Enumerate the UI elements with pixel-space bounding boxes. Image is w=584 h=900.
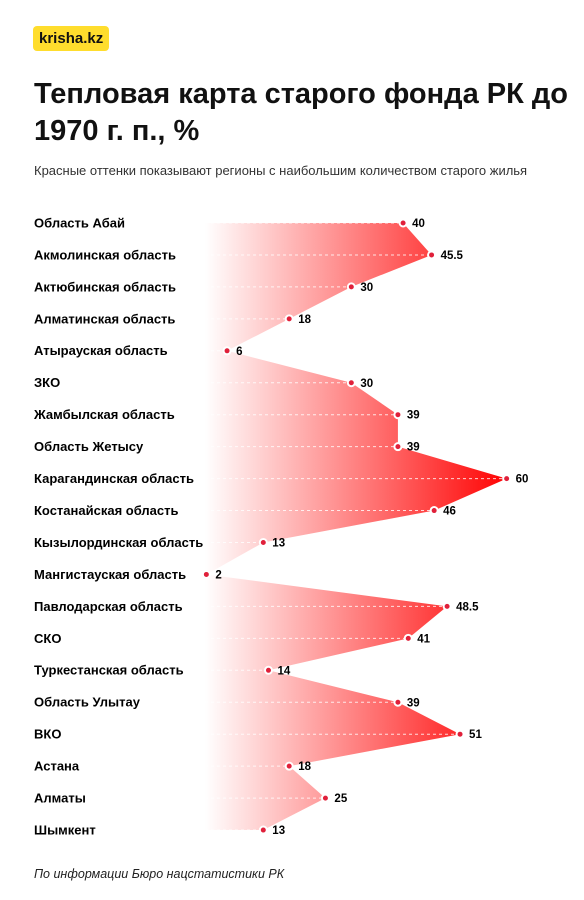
category-label: Алматы [34,791,86,806]
value-label: 46 [443,506,456,518]
value-label: 45.5 [441,250,464,262]
point [393,442,403,452]
point [346,378,356,388]
point [284,761,294,771]
category-label: ВКО [34,727,61,742]
point [393,410,403,420]
value-label: 39 [407,410,420,422]
category-label: Акмолинская область [34,247,176,262]
category-label: Алматинская область [34,311,175,326]
value-label: 30 [360,378,373,390]
category-label: Туркестанская область [34,663,184,678]
point [403,633,413,643]
point [320,793,330,803]
point [258,825,268,835]
category-label: Область Улытау [34,695,141,710]
point [398,218,408,228]
source-note: По информации Бюро нацстатистики РК [34,867,285,881]
category-label: Карагандинская область [34,471,194,486]
category-label: Шымкент [34,822,96,837]
value-label: 18 [298,761,311,773]
category-label: Область Абай [34,215,125,230]
value-label: 6 [236,346,242,358]
point [427,250,437,260]
value-label: 18 [298,314,311,326]
point [455,729,465,739]
category-label: Павлодарская область [34,599,183,614]
category-label: Область Жетысу [34,439,144,454]
point [284,314,294,324]
chart-title: Тепловая карта старого фонда РК до 1970 … [34,78,568,147]
value-label: 48.5 [456,601,479,613]
value-label: 14 [277,665,290,677]
point [222,346,232,356]
category-label: Костанайская область [34,503,179,518]
category-label: Актюбинская область [34,279,176,294]
point [502,474,512,484]
category-label: СКО [34,631,61,646]
category-label: ЗКО [34,375,60,390]
point [346,282,356,292]
area [205,223,507,831]
value-label: 51 [469,729,482,741]
value-label: 41 [417,633,430,645]
value-label: 25 [334,793,347,805]
value-label: 60 [516,474,529,486]
category-label: Мангистауская область [34,567,186,582]
category-label: Жамбылская область [33,407,175,422]
point [442,601,452,611]
category-label: Атырауская область [34,343,168,358]
point [263,665,273,675]
value-label: 39 [407,697,420,709]
point [429,506,439,516]
value-label: 13 [272,825,285,837]
point [393,697,403,707]
chart-subtitle: Красные оттенки показывают регионы с наи… [34,163,528,178]
logo[interactable]: krisha.kz [33,26,110,51]
category-label: Астана [34,759,80,774]
point [201,569,211,579]
value-label: 40 [412,218,425,230]
point [258,538,268,547]
value-label: 30 [360,282,373,294]
value-label: 2 [215,569,221,581]
value-label: 13 [272,538,285,550]
category-label: Кызылординская область [34,535,203,550]
value-label: 39 [407,442,420,454]
